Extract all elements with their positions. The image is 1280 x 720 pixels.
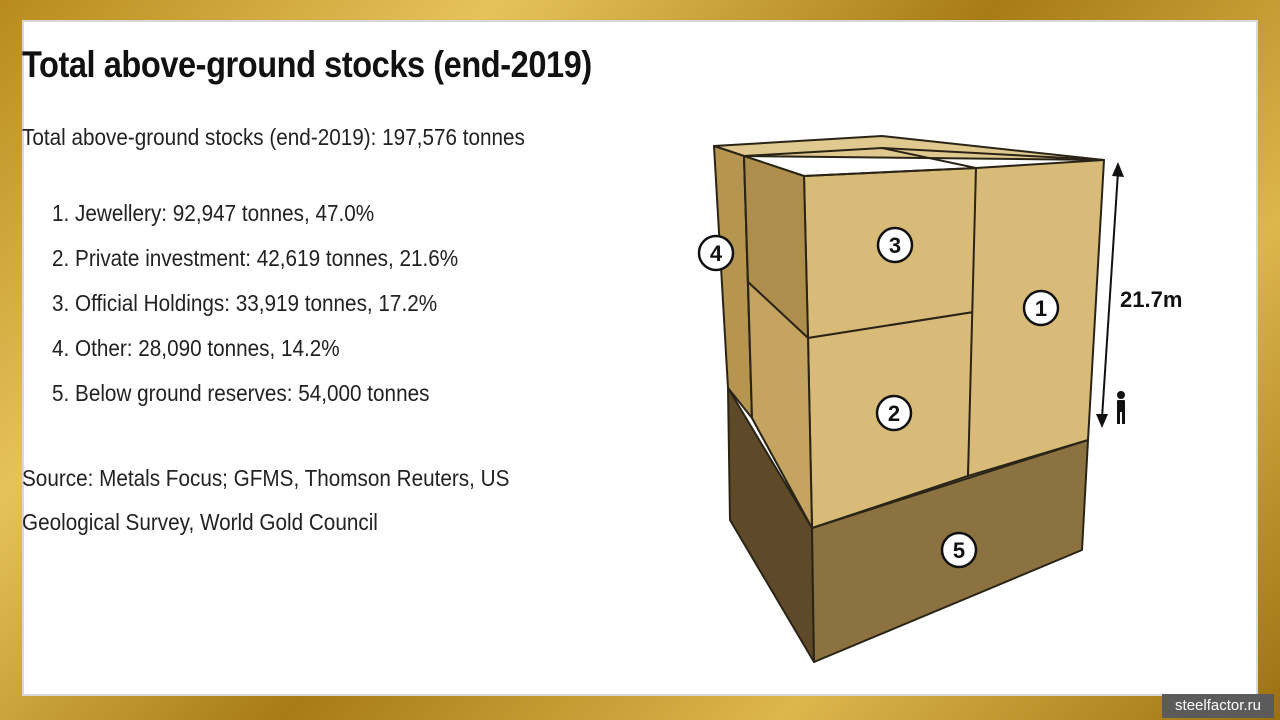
block-3-label: 3 <box>889 233 901 258</box>
block-3-badge: 3 <box>876 226 914 264</box>
top-divider-3 <box>881 147 977 169</box>
block-2-badge: 2 <box>875 394 913 432</box>
block-2-label: 2 <box>888 401 900 426</box>
watermark: steelfactor.ru <box>1162 694 1274 718</box>
list-item-below-ground-reserves: 5. Below ground reserves: 54,000 tonnes <box>52 380 430 406</box>
block-1-badge: 1 <box>1022 289 1060 327</box>
block-5-label: 5 <box>953 538 965 563</box>
block-4-badge: 4 <box>697 234 735 272</box>
list-item-jewellery: 1. Jewellery: 92,947 tonnes, 47.0% <box>52 200 375 226</box>
source-note: Source: Metals Focus; GFMS, Thomson Reut… <box>22 465 510 535</box>
block-5-badge: 5 <box>940 531 978 569</box>
list-item-other: 4. Other: 28,090 tonnes, 14.2% <box>52 335 340 361</box>
height-arrow <box>1096 162 1124 428</box>
slide-title: Total above-ground stocks (end-2019) <box>22 44 592 85</box>
total-stocks-summary: Total above-ground stocks (end-2019): 19… <box>22 124 525 150</box>
top-divider-2 <box>803 167 977 177</box>
person-icon <box>1117 391 1125 424</box>
block-4-label: 4 <box>710 241 723 266</box>
block-1-label: 1 <box>1035 296 1047 321</box>
list-item-private-investment: 2. Private investment: 42,619 tonnes, 21… <box>52 245 459 271</box>
list-item-official-holdings: 3. Official Holdings: 33,919 tonnes, 17.… <box>52 290 438 316</box>
stocks-breakdown-list: 1. Jewellery: 92,947 tonnes, 47.0% 2. Pr… <box>52 196 503 421</box>
block-2-side-face <box>747 281 813 529</box>
height-label: 21.7m <box>1120 287 1182 312</box>
